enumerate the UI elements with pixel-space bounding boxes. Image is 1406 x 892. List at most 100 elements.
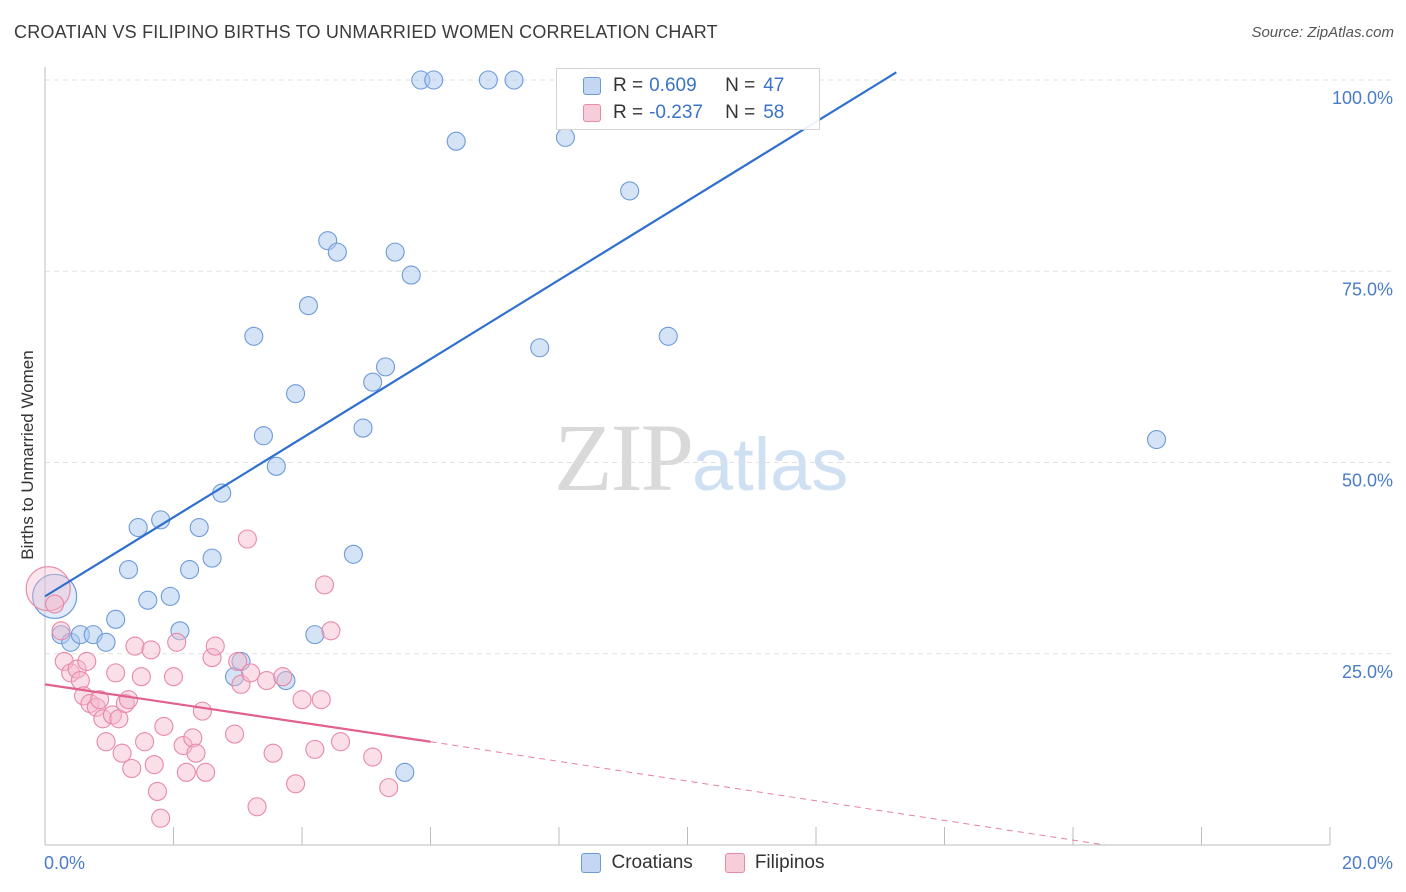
filipinos-points [25, 529, 399, 828]
filipinos-point [202, 648, 222, 668]
n-label: N = [725, 75, 756, 96]
croatians-point [504, 70, 524, 90]
series-legend: Croatians Filipinos [0, 852, 1406, 874]
trend-lines [44, 71, 1106, 846]
filipinos-point [154, 716, 174, 736]
filipinos-point [363, 747, 383, 767]
stats-legend: R = 0.609 N = 47 R = -0.237 N = 58 [556, 68, 820, 130]
croatians-point [96, 632, 116, 652]
croatians-point [305, 625, 325, 645]
croatians-point [160, 586, 180, 606]
filipinos-point [196, 762, 216, 782]
watermark-atlas: atlas [692, 423, 849, 506]
x-tick-label: 20.0% [1342, 853, 1393, 873]
filipinos-point [141, 640, 161, 660]
filipinos-point [131, 667, 151, 687]
filipinos-point [77, 651, 97, 671]
filipinos-point [228, 651, 248, 671]
x-tick-label: 0.0% [44, 853, 85, 873]
filipinos-point [273, 667, 293, 687]
croatians-point [170, 621, 190, 641]
legend-label-filipinos: Filipinos [754, 852, 825, 873]
r-label: R = [613, 102, 644, 123]
filipinos-point [163, 667, 184, 687]
source-label: Source: ZipAtlas.com [1251, 24, 1394, 41]
croatians-point [385, 242, 405, 262]
croatians-point [1146, 429, 1167, 450]
croatians-point [343, 544, 363, 564]
y-tick-label: 25.0% [1342, 662, 1393, 682]
croatians-point [286, 384, 306, 404]
croatians-point [128, 517, 148, 538]
filipinos-point [112, 743, 132, 763]
filipinos-point [151, 808, 171, 828]
filipinos-point [118, 690, 139, 710]
croatians-point [202, 548, 222, 568]
filipinos-swatch [583, 104, 601, 122]
croatians-point [106, 609, 126, 629]
croatians-point [353, 418, 373, 438]
chart-title: CROATIAN VS FILIPINO BIRTHS TO UNMARRIED… [14, 22, 718, 42]
grid [45, 79, 1392, 655]
filipinos-point [90, 690, 110, 710]
filipinos-point [311, 690, 331, 710]
filipinos-point [96, 732, 116, 752]
croatians-point [446, 131, 466, 151]
watermark-zip: ZIP [554, 404, 694, 511]
r-value: -0.237 [649, 102, 703, 123]
filipinos-point [183, 728, 203, 748]
croatians-trend-line [44, 71, 897, 598]
r-label: R = [613, 75, 644, 96]
croatians-point [401, 265, 421, 285]
croatians-point [298, 296, 318, 316]
filipinos-point [93, 709, 113, 729]
filipinos-point [67, 659, 87, 679]
croatians-points [32, 70, 1167, 782]
y-tick-label: 75.0% [1342, 279, 1393, 299]
axes [44, 67, 1331, 846]
y-tick-label: 50.0% [1342, 471, 1393, 491]
r-value: 0.609 [649, 75, 697, 96]
filipinos-point [292, 690, 312, 710]
filipinos-point [321, 621, 341, 641]
watermark: ZIPatlas [554, 402, 848, 513]
croatians-point [266, 456, 286, 476]
filipinos-point [247, 797, 267, 817]
legend-item-filipinos[interactable]: Filipinos [724, 852, 825, 874]
croatians-point [363, 372, 383, 392]
filipinos-point [147, 781, 167, 802]
filipinos-swatch [724, 853, 745, 873]
filipinos-point [144, 755, 164, 775]
filipinos-trend-extension [430, 741, 1106, 846]
filipinos-point [330, 732, 351, 752]
filipinos-point [106, 663, 126, 683]
legend-row-filipinos: R = -0.237 N = 58 [583, 101, 784, 125]
filipinos-point [237, 529, 257, 549]
croatians-point [530, 338, 550, 358]
legend-row-croatians: R = 0.609 N = 47 [583, 74, 784, 98]
croatians-point [395, 762, 415, 782]
croatians-point [375, 357, 396, 377]
y-tick-label: 100.0% [1332, 88, 1393, 108]
filipinos-point [135, 732, 155, 752]
filipinos-point [314, 575, 335, 595]
filipinos-point [263, 743, 283, 763]
filipinos-trend-line [44, 683, 431, 743]
croatians-point [189, 517, 209, 538]
filipinos-point [167, 632, 187, 652]
croatians-swatch [583, 77, 601, 95]
croatians-point [138, 590, 158, 610]
filipinos-point [286, 774, 306, 794]
tick-labels: 25.0% 50.0% 75.0% 100.0% 0.0% 20.0% [44, 88, 1393, 873]
croatians-point [424, 70, 444, 90]
croatians-point [32, 573, 78, 619]
filipinos-point [86, 697, 106, 717]
legend-item-croatians[interactable]: Croatians [581, 852, 693, 874]
n-value: 47 [763, 75, 785, 96]
filipinos-point [122, 758, 142, 779]
filipinos-point [224, 724, 245, 744]
filipinos-point [115, 693, 135, 714]
croatians-point [327, 242, 347, 262]
croatians-swatch [581, 853, 602, 873]
